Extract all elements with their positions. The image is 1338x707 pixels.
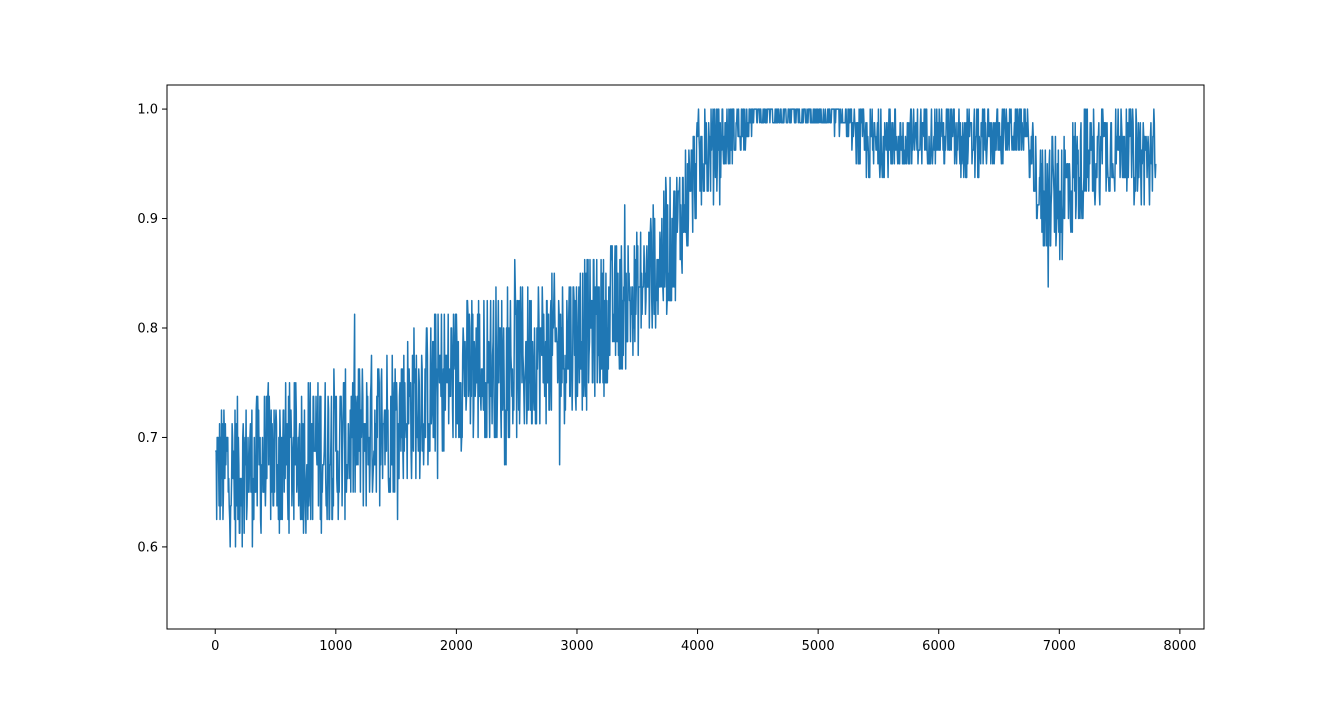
x-tick-label: 8000 — [1163, 639, 1196, 654]
x-tick-label: 2000 — [440, 639, 473, 654]
y-tick-label: 1.0 — [137, 103, 158, 118]
x-tick-label: 5000 — [802, 639, 835, 654]
y-tick-label: 0.7 — [137, 431, 158, 446]
plot-area — [214, 108, 1157, 548]
x-tick-label: 7000 — [1043, 639, 1076, 654]
x-tick-label: 4000 — [681, 639, 714, 654]
y-axis: 0.6 0.7 0.8 0.9 1.0 — [137, 103, 167, 555]
x-tick-label: 0 — [211, 639, 219, 654]
x-axis: 0 1000 2000 3000 4000 5000 6000 7000 8000 — [211, 629, 1196, 654]
y-tick-label: 0.6 — [137, 540, 158, 555]
series-line — [214, 108, 1157, 548]
y-tick-label: 0.9 — [137, 212, 158, 227]
x-tick-label: 3000 — [560, 639, 593, 654]
x-tick-label: 1000 — [319, 639, 352, 654]
axes-frame — [166, 84, 1205, 630]
x-tick-label: 6000 — [922, 639, 955, 654]
y-tick-label: 0.8 — [137, 321, 158, 336]
